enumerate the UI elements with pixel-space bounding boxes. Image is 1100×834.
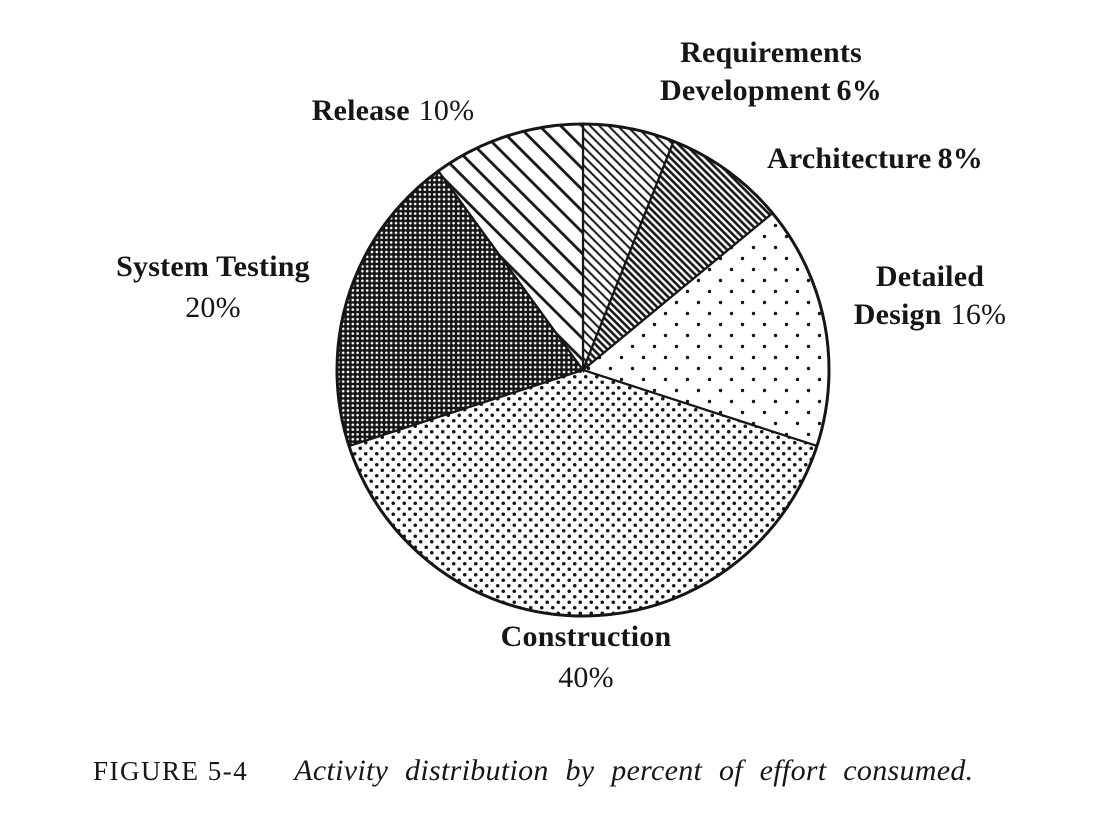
label-system-testing: System Testing 20% bbox=[116, 248, 310, 329]
label-detailed-line1: Detailed bbox=[875, 260, 985, 293]
label-requirements-line1: Requirements bbox=[680, 36, 862, 69]
label-architecture-pct: 8% bbox=[937, 142, 983, 175]
pie-outline bbox=[335, 122, 831, 618]
pie-chart bbox=[335, 122, 831, 618]
figure-caption-text: Activity distribution by percent of effo… bbox=[294, 754, 974, 787]
label-release-pct: 10% bbox=[418, 94, 475, 127]
label-requirements-pct: 6% bbox=[836, 74, 882, 107]
figure-number: FIGURE 5-4 bbox=[93, 756, 249, 786]
label-architecture: Architecture 8% bbox=[767, 140, 983, 178]
label-construction-name: Construction bbox=[500, 620, 672, 653]
pie-slices-group bbox=[335, 122, 831, 618]
label-construction: Construction 40% bbox=[501, 618, 672, 699]
figure-caption: FIGURE 5-4 Activity distribution by perce… bbox=[93, 754, 973, 788]
label-system-testing-name: System Testing bbox=[116, 250, 310, 283]
label-detailed-line2: Design bbox=[853, 298, 942, 331]
label-release-name: Release bbox=[311, 94, 410, 127]
label-detailed-pct: 16% bbox=[950, 298, 1007, 331]
label-requirements-development: Requirements Development 6% bbox=[660, 34, 882, 110]
label-construction-pct: 40% bbox=[558, 661, 614, 694]
label-requirements-line2: Development bbox=[660, 74, 831, 107]
label-architecture-name: Architecture bbox=[767, 142, 932, 175]
label-system-testing-pct: 20% bbox=[185, 291, 241, 324]
label-release: Release 10% bbox=[312, 92, 475, 130]
label-detailed-design: Detailed Design 16% bbox=[854, 258, 1006, 334]
